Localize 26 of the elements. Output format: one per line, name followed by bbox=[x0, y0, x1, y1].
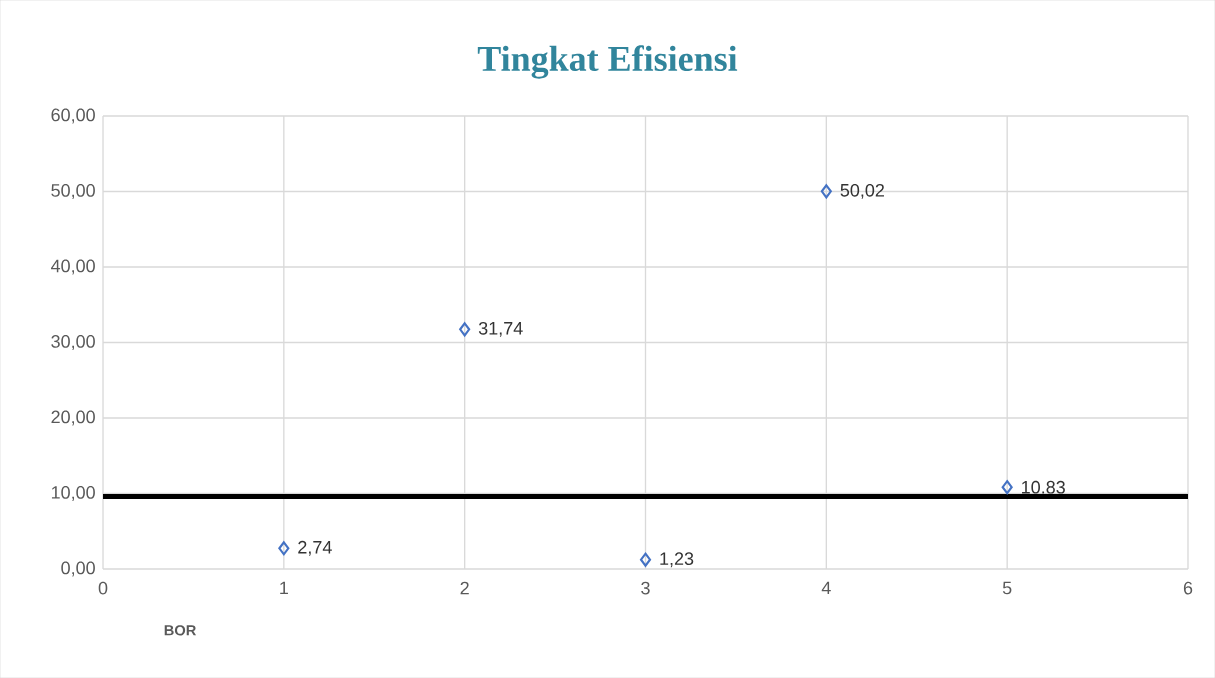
data-label: 2,74 bbox=[298, 540, 332, 556]
x-tick-label: 5 bbox=[1002, 581, 1012, 595]
point bbox=[639, 552, 652, 567]
data-label: 1,23 bbox=[660, 552, 694, 568]
x-tick-label: 6 bbox=[1183, 581, 1193, 595]
x-tick-label: 4 bbox=[821, 581, 831, 595]
y-tick-label: 0,00 bbox=[61, 561, 95, 577]
x-axis-title: BOR bbox=[164, 625, 197, 636]
data-label: 10.83 bbox=[1022, 480, 1065, 494]
y-tick-label: 30,00 bbox=[51, 335, 95, 350]
x-tick-label: 0 bbox=[98, 581, 108, 595]
x-tick-label: 1 bbox=[280, 581, 288, 595]
chart-title: Tingkat Efisiensi bbox=[477, 45, 738, 79]
y-tick-label: 40,00 bbox=[51, 259, 95, 275]
y-tick-label: 60,00 bbox=[51, 108, 95, 124]
data-label: 31,74 bbox=[478, 321, 523, 337]
point bbox=[1001, 480, 1013, 495]
x-tick-label: 2 bbox=[460, 581, 469, 595]
point bbox=[278, 541, 290, 556]
y-tick-label: 10,00 bbox=[51, 486, 95, 501]
point bbox=[459, 322, 471, 337]
y-tick-label: 20,00 bbox=[51, 410, 95, 426]
point bbox=[820, 184, 832, 199]
x-tick-label: 3 bbox=[641, 581, 650, 595]
y-tick-label: 50,00 bbox=[51, 184, 95, 199]
data-label: 50,02 bbox=[840, 183, 884, 199]
